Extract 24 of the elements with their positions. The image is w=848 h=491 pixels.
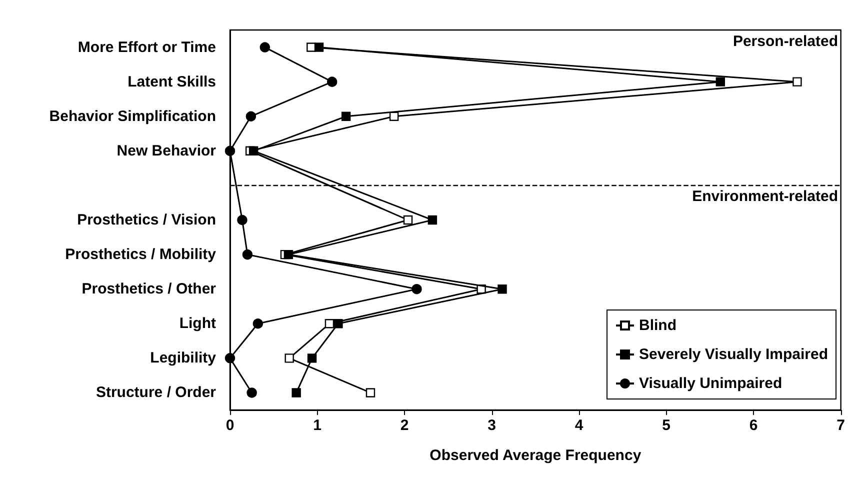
x-axis-title: Observed Average Frequency: [430, 447, 642, 464]
x-tick-label: 5: [662, 417, 670, 434]
x-tick-label: 6: [749, 417, 758, 434]
x-tick-label: 1: [313, 417, 322, 434]
legend-label: Blind: [639, 317, 676, 334]
x-tick-label: 4: [574, 417, 584, 434]
legend-label: Visually Unimpaired: [639, 375, 782, 392]
y-tick-label: Latent Skills: [128, 73, 216, 90]
annotation: Person-related: [732, 33, 838, 50]
legend-label: Severely Visually Impaired: [639, 346, 828, 363]
y-tick-label: New Behavior: [116, 142, 216, 160]
y-tick-label: Prosthetics / Other: [82, 280, 216, 298]
y-tick-label: Light: [179, 315, 216, 332]
y-tick-label: Behavior Simplification: [49, 108, 216, 125]
x-tick-label: 2: [400, 417, 409, 434]
y-tick-label: Legibility: [150, 350, 217, 367]
x-tick-label: 7: [836, 417, 845, 434]
y-tick-label: Structure / Order: [96, 384, 216, 402]
y-tick-label: More Effort or Time: [78, 38, 216, 56]
y-tick-label: Prosthetics / Mobility: [65, 246, 217, 264]
x-tick-label: 0: [226, 417, 234, 434]
y-tick-label: Prosthetics / Vision: [77, 212, 216, 228]
x-tick-label: 3: [488, 417, 496, 434]
annotation: Environment-related: [692, 188, 838, 205]
